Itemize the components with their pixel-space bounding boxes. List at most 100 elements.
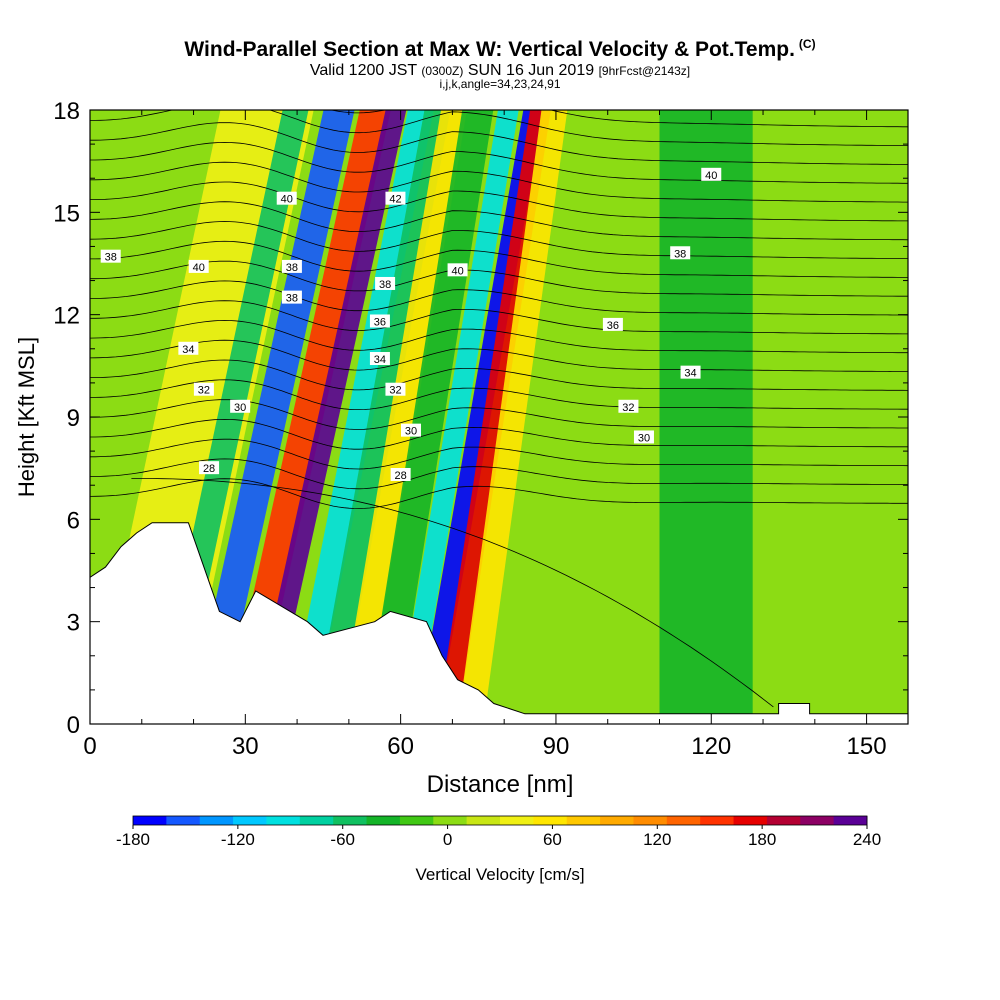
contour-label-text: 28 xyxy=(395,470,407,482)
colorbar-swatch xyxy=(500,816,534,825)
colorbar-swatch xyxy=(133,816,167,825)
colorbar-swatch xyxy=(733,816,768,825)
contour-label-text: 42 xyxy=(389,194,401,206)
contour-label-7: 32 xyxy=(618,399,639,414)
colorbar-swatch xyxy=(633,816,668,825)
isentrope-17 xyxy=(90,141,908,184)
contour-label-17: 38 xyxy=(670,246,691,260)
contour-label-bg xyxy=(199,461,220,475)
isentrope-15 xyxy=(90,181,908,222)
contour-label-text: 32 xyxy=(389,385,401,397)
isentrope-6 xyxy=(90,359,908,391)
contour-label-text: 30 xyxy=(405,426,417,438)
colorbar-swatch xyxy=(433,816,468,825)
terrain xyxy=(90,522,908,724)
contour-label-1: 28 xyxy=(390,467,411,482)
contour-label-21: 40 xyxy=(701,167,722,182)
contour-label-bg xyxy=(447,263,468,277)
isentrope-11 xyxy=(90,260,908,297)
colorbar-swatch xyxy=(166,816,201,825)
terrain-profile xyxy=(90,522,908,724)
valid-time: Valid 1200 JST xyxy=(309,62,417,79)
contour-label-bg xyxy=(633,430,654,444)
contour-label-text: 34 xyxy=(182,344,194,356)
colorbar-swatch xyxy=(366,816,401,825)
potential-temperature-contours xyxy=(90,24,908,708)
colorbar-tick-label: -180 xyxy=(116,830,150,849)
contour-label-text: 32 xyxy=(622,402,634,414)
contour-label-bg xyxy=(276,191,297,205)
contour-label-text: 40 xyxy=(705,170,717,182)
w-band-9 xyxy=(395,110,519,724)
copyright-mark: (C) xyxy=(798,37,816,51)
colorbar-swatch xyxy=(266,816,301,825)
contour-label-text: 34 xyxy=(684,368,696,380)
x-axis-label: Distance [nm] xyxy=(427,771,574,798)
chart-subtitle: Valid 1200 JST (0300Z) SUN 16 Jun 2019 [… xyxy=(0,62,1000,80)
w-band-12 xyxy=(457,110,568,724)
contour-label-0: 28 xyxy=(199,461,220,475)
contour-label-20: 40 xyxy=(447,263,468,277)
contour-label-text: 40 xyxy=(451,265,463,277)
contour-label-bg xyxy=(602,317,623,331)
colorbar-frame xyxy=(132,815,868,826)
contour-label-bg xyxy=(400,423,421,437)
colorbar-tick-label: 120 xyxy=(643,830,671,849)
x-tick-label: 150 xyxy=(847,733,887,760)
ijk-info: i,j,k,angle=34,23,24,91 xyxy=(439,77,561,91)
contour-label-9: 34 xyxy=(369,352,390,366)
y-tick-label: 0 xyxy=(67,712,80,739)
colorbar-swatch xyxy=(666,816,701,825)
isentrope-23 xyxy=(90,24,908,71)
forecast-info: [9hrFcst@2143z] xyxy=(598,64,691,78)
x-tick-label: 60 xyxy=(387,733,414,760)
colorbar-swatch xyxy=(199,816,234,825)
isentrope-0 xyxy=(90,478,908,510)
isentrope-16 xyxy=(90,161,908,203)
chart-title: Wind-Parallel Section at Max W: Vertical… xyxy=(0,37,1000,62)
contour-label-bg xyxy=(188,259,209,273)
isentrope-21 xyxy=(90,63,908,108)
contour-label-text: 38 xyxy=(286,262,298,274)
colorbar-swatch xyxy=(466,816,501,825)
isentrope-3 xyxy=(90,418,908,450)
valid-utc: (0300Z) xyxy=(421,64,464,78)
contour-labels: 28 28 30 30 30 32 32 32 34 34 34 36 36 38 38 38 38 38 40 40… xyxy=(100,167,722,482)
colorbar-swatch xyxy=(833,816,868,825)
contour-label-bg xyxy=(390,467,411,481)
contour-label-text: 40 xyxy=(281,194,293,206)
contour-label-text: 30 xyxy=(234,402,246,414)
contour-label-bg xyxy=(230,399,251,413)
contour-label-text: 28 xyxy=(203,463,215,475)
contour-label-bg xyxy=(369,314,390,328)
y-tick-label: 12 xyxy=(53,303,80,330)
colorbar: -180 -120 -60 0 60 120 180 240 xyxy=(116,815,881,849)
contour-label-14: 38 xyxy=(281,290,302,305)
isentrope-19 xyxy=(90,110,908,146)
colorbar-swatch xyxy=(700,816,735,825)
w-band-7 xyxy=(338,110,467,724)
isentrope-8 xyxy=(90,319,908,354)
y-tick-label: 6 xyxy=(67,507,80,534)
colorbar-tick-label: 180 xyxy=(748,830,776,849)
colorbar-swatch xyxy=(533,816,568,825)
isentrope-5 xyxy=(90,379,908,410)
contour-label-16: 38 xyxy=(375,276,396,291)
colorbar-swatch xyxy=(566,816,601,825)
contour-label-text: 38 xyxy=(105,252,117,264)
contour-label-18: 40 xyxy=(188,259,209,274)
valid-date: SUN 16 Jun 2019 xyxy=(467,62,595,79)
y-tick-label: 9 xyxy=(67,405,80,432)
isentrope-7 xyxy=(90,339,908,372)
colorbar-label: Vertical Velocity [cm/s] xyxy=(415,865,584,884)
contour-label-12: 36 xyxy=(602,317,623,332)
colorbar-tick-label: 60 xyxy=(543,830,562,849)
isentrope-2 xyxy=(90,438,908,470)
w-band-3 xyxy=(224,110,391,724)
isentrope-9 xyxy=(90,300,908,335)
contour-label-text: 38 xyxy=(286,293,298,305)
y-tick-label: 3 xyxy=(67,610,80,637)
contour-label-bg xyxy=(281,290,302,304)
contour-label-text: 38 xyxy=(379,279,391,291)
